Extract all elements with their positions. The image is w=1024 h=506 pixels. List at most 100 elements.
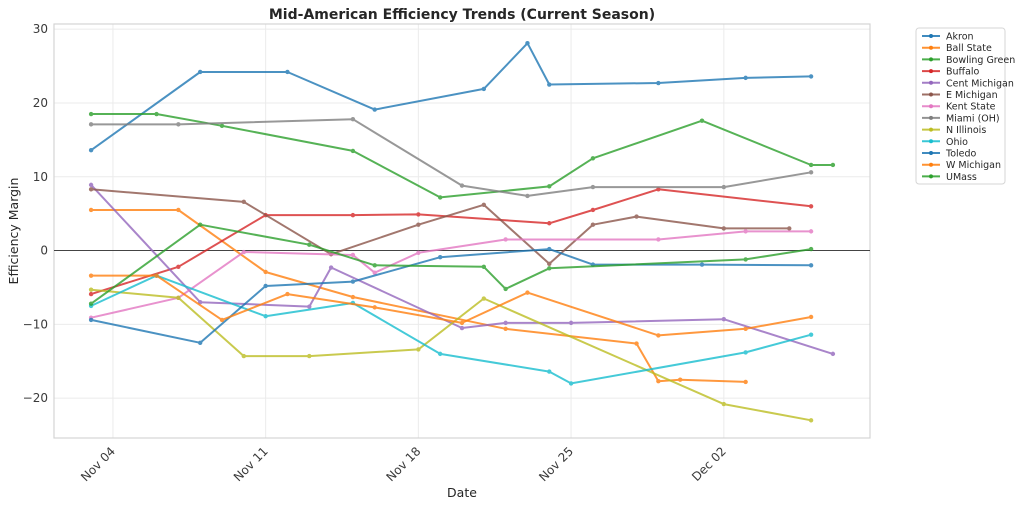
- legend-label: N Illinois: [946, 125, 986, 136]
- legend-label: Cent Michigan: [946, 78, 1014, 89]
- data-point: [219, 317, 225, 323]
- data-point: [808, 332, 814, 337]
- data-point: [721, 226, 727, 231]
- data-point: [241, 249, 247, 255]
- legend-marker: [929, 45, 933, 50]
- data-point: [547, 184, 552, 189]
- data-point: [808, 170, 814, 175]
- data-point: [547, 82, 552, 87]
- data-point: [721, 401, 727, 407]
- data-point: [481, 202, 487, 208]
- series-w-michigan: [88, 273, 814, 338]
- data-point: [437, 195, 443, 200]
- data-point: [481, 296, 487, 301]
- legend-item: Buffalo: [922, 67, 980, 78]
- x-tick-label: Nov 04: [78, 444, 118, 484]
- data-point: [743, 326, 748, 331]
- data-point: [219, 123, 225, 129]
- legend-marker: [929, 80, 933, 85]
- legend-item: Toledo: [922, 149, 977, 160]
- data-point: [263, 283, 268, 289]
- data-point: [88, 187, 94, 192]
- data-point: [350, 252, 356, 258]
- series-umass: [88, 222, 814, 306]
- legend-label: W Michigan: [946, 160, 1001, 171]
- data-point: [459, 183, 465, 188]
- data-point: [743, 379, 748, 385]
- legend-item: Ball State: [922, 43, 992, 54]
- plot-frame: [53, 23, 871, 439]
- data-point: [285, 291, 290, 297]
- data-point: [634, 341, 639, 346]
- data-point: [568, 320, 574, 326]
- legend-marker: [929, 115, 933, 120]
- data-point: [525, 40, 530, 46]
- data-point: [547, 266, 552, 271]
- data-point: [263, 314, 268, 319]
- y-tick-label: 20: [33, 96, 48, 110]
- data-point: [307, 353, 312, 359]
- legend-marker: [929, 162, 933, 167]
- data-point: [656, 80, 661, 86]
- data-point: [808, 246, 814, 252]
- data-point: [808, 74, 814, 79]
- data-point: [830, 351, 836, 357]
- data-point: [176, 264, 181, 269]
- y-tick-label: 10: [33, 170, 48, 184]
- data-point: [481, 86, 487, 92]
- y-tick-label: −20: [23, 391, 48, 405]
- series-line: [91, 188, 790, 265]
- data-point: [590, 207, 596, 213]
- series-n-illinois: [88, 287, 814, 423]
- data-point: [481, 264, 487, 269]
- data-point: [437, 254, 443, 260]
- y-tick-label: 0: [40, 244, 48, 258]
- series-layer: [88, 40, 836, 423]
- legend-item: UMass: [922, 172, 977, 183]
- data-point: [176, 295, 181, 300]
- data-point: [808, 314, 814, 320]
- legend-label: UMass: [946, 172, 977, 183]
- data-point: [154, 273, 159, 278]
- y-tick-label: −10: [23, 317, 48, 331]
- data-point: [525, 193, 530, 199]
- legend-marker: [929, 34, 933, 38]
- data-point: [808, 263, 814, 268]
- legend-item: Miami (OH): [922, 113, 1000, 124]
- legend-label: Ball State: [946, 43, 992, 54]
- x-tick-label: Dec 02: [689, 444, 729, 484]
- legend-label: Buffalo: [946, 67, 980, 78]
- data-point: [416, 222, 421, 227]
- legend-marker: [929, 151, 933, 155]
- legend-label: Miami (OH): [946, 113, 1000, 124]
- data-point: [547, 369, 552, 374]
- data-point: [307, 242, 312, 247]
- data-point: [808, 204, 814, 209]
- legend-item: Akron: [922, 32, 974, 43]
- series-line: [90, 42, 812, 152]
- data-point: [176, 122, 181, 127]
- legend-item: Kent State: [922, 102, 996, 113]
- data-point: [699, 262, 705, 267]
- legend-marker: [929, 104, 933, 109]
- data-point: [503, 326, 508, 331]
- data-point: [525, 290, 530, 295]
- series-toledo: [88, 246, 814, 346]
- legend-label: Kent State: [946, 102, 996, 113]
- series-akron: [88, 40, 814, 153]
- series-ball-state: [88, 207, 748, 385]
- data-point: [437, 351, 443, 357]
- data-point: [372, 107, 377, 112]
- series-miami-oh: [88, 116, 814, 199]
- legend-label: Ohio: [946, 137, 968, 148]
- series-line: [91, 288, 812, 422]
- data-point: [88, 273, 94, 278]
- legend-item: Cent Michigan: [922, 78, 1014, 89]
- data-point: [416, 212, 421, 217]
- data-point: [808, 162, 814, 168]
- legend-marker: [929, 139, 933, 144]
- data-point: [416, 347, 421, 352]
- data-point: [328, 265, 334, 270]
